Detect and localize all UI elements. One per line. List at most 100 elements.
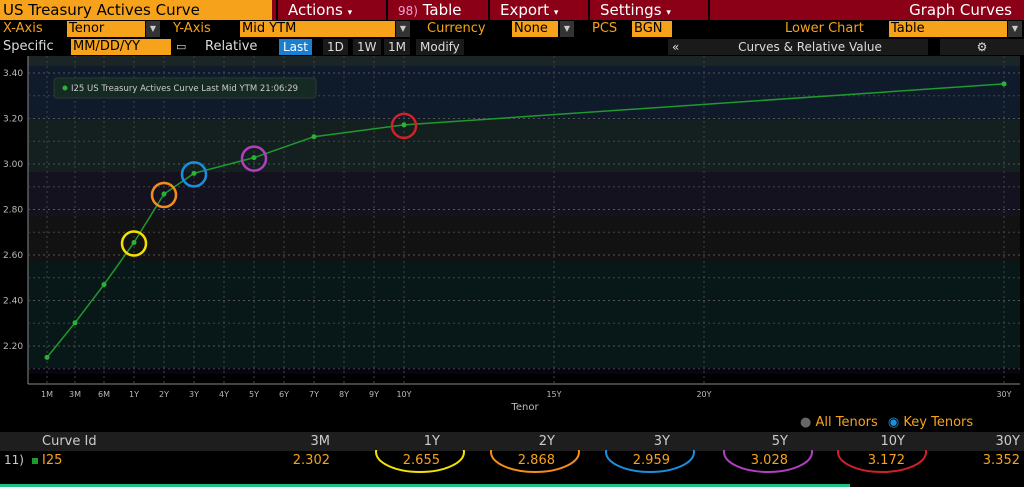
y-tick-label: 2.20: [3, 342, 23, 352]
chevron-down-icon[interactable]: ▼: [146, 21, 160, 37]
highlight-circle: [240, 145, 268, 172]
table-annotations: [0, 450, 927, 487]
export-menu[interactable]: Export ▾: [488, 0, 588, 20]
currency-label: Currency: [427, 21, 486, 36]
scrollbar[interactable]: [0, 484, 850, 487]
relative-1d-button[interactable]: 1D: [323, 39, 348, 55]
x-axis-title: Tenor: [510, 402, 539, 413]
y-tick-label: 2.40: [3, 297, 23, 307]
date-input[interactable]: MM/DD/YY: [71, 39, 171, 55]
yield-curve-chart: 3.40 3.20 3.00 2.80 2.60 2.40 2.20 1M 3M 6M 1Y 2Y 3Y…: [3, 56, 1020, 413]
x-tick-label: 30Y: [996, 390, 1011, 399]
legend-label: I25 US Treasury Actives Curve Last Mid Y…: [71, 84, 298, 94]
x-tick-label: 6Y: [279, 390, 289, 399]
curve-id: I25: [42, 453, 63, 468]
chevron-down-icon[interactable]: ▼: [396, 21, 410, 37]
highlight-2y: [490, 450, 580, 473]
relative-1m-button[interactable]: 1M: [384, 39, 410, 55]
col-5y: 5Y: [771, 434, 788, 449]
value-10y: 3.172: [867, 453, 905, 468]
table-row[interactable]: 11) I25 2.302 2.655 2.868 2.959 3.028 3.…: [0, 451, 1024, 471]
highlight-10y: [837, 450, 927, 473]
table-prefix: 98): [398, 4, 418, 18]
yaxis-label: Y-Axis: [173, 21, 211, 36]
table-label: Table: [422, 1, 462, 19]
xaxis-select[interactable]: Tenor: [67, 21, 145, 37]
collapse-button[interactable]: «: [668, 39, 692, 55]
value-1y: 2.655: [402, 453, 440, 468]
data-point: [131, 239, 137, 245]
tenor-toggle[interactable]: ● All Tenors ◉ Key Tenors: [800, 415, 973, 430]
highlight-5y: [723, 450, 813, 473]
x-tick-label: 8Y: [339, 390, 349, 399]
value-30y: 3.352: [982, 453, 1020, 468]
series-color-swatch: [32, 458, 38, 464]
chevron-down-icon: ▾: [666, 8, 671, 18]
key-tenors-option[interactable]: Key Tenors: [903, 415, 974, 430]
y-tick-label: 3.40: [3, 69, 23, 79]
chevron-down-icon: ▾: [347, 8, 353, 18]
x-tick-label: 10Y: [396, 390, 411, 399]
all-tenors-option[interactable]: All Tenors: [815, 415, 878, 430]
x-tick-label: 20Y: [696, 390, 711, 399]
highlight-1y: [375, 450, 465, 473]
x-tick-label: 15Y: [546, 390, 561, 399]
x-tick-label: 5Y: [249, 390, 259, 399]
col-2y: 2Y: [538, 434, 555, 449]
col-30y: 30Y: [995, 434, 1020, 449]
currency-select[interactable]: None: [512, 21, 558, 37]
background-band: [28, 262, 1020, 368]
chevron-down-icon[interactable]: ▼: [560, 21, 574, 37]
background-band: [28, 172, 1020, 216]
data-point: [311, 134, 317, 140]
data-point: [401, 122, 407, 128]
value-3m: 2.302: [292, 453, 330, 468]
actions-label: Actions: [288, 1, 343, 19]
y-tick-label: 2.80: [3, 206, 23, 216]
x-tick-label: 3M: [69, 390, 81, 399]
x-tick-label: 6M: [98, 390, 110, 399]
gear-icon[interactable]: ⚙: [940, 39, 1024, 55]
lower-chart-select[interactable]: Table: [889, 21, 1007, 37]
all-tenors-radio-icon[interactable]: ●: [800, 415, 812, 430]
col-3m: 3M: [310, 434, 331, 449]
relative-1w-button[interactable]: 1W: [353, 39, 381, 55]
data-point: [1001, 81, 1007, 87]
row-number: 11): [4, 453, 24, 467]
y-tick-label: 3.00: [3, 160, 23, 170]
x-tick-label: 3Y: [189, 390, 199, 399]
background-band: [28, 368, 1020, 374]
yaxis-select[interactable]: Mid YTM: [240, 21, 395, 37]
xaxis-label: X-Axis: [3, 21, 43, 36]
specific-label: Specific: [3, 39, 54, 54]
pcs-field[interactable]: BGN: [632, 21, 672, 37]
col-3y: 3Y: [653, 434, 670, 449]
table-header: [0, 432, 1024, 451]
key-tenors-radio-icon[interactable]: ◉: [887, 415, 900, 430]
value-3y: 2.959: [632, 453, 670, 468]
highlight-circle: [180, 161, 208, 188]
y-tick-label: 2.60: [3, 251, 23, 261]
panel-title: Curves & Relative Value: [692, 39, 928, 55]
relative-last-button[interactable]: Last: [279, 39, 312, 55]
col-curve-id: Curve Id: [42, 434, 97, 449]
modify-button[interactable]: Modify: [416, 39, 464, 55]
col-10y: 10Y: [880, 434, 905, 449]
y-tick-label: 3.20: [3, 115, 23, 125]
value-2y: 2.868: [517, 453, 555, 468]
calendar-icon[interactable]: ▭: [176, 40, 187, 53]
data-point: [161, 191, 167, 197]
data-point: [191, 170, 197, 176]
lower-chart-label: Lower Chart: [785, 21, 864, 36]
highlight-circle: [390, 112, 418, 140]
settings-menu[interactable]: Settings ▾: [588, 0, 708, 20]
chevron-down-icon: ▾: [553, 8, 559, 18]
highlight-circle: [120, 230, 148, 257]
actions-menu[interactable]: Actions ▾: [276, 0, 386, 20]
table-menu[interactable]: 98) Table: [386, 0, 486, 20]
chevron-down-icon[interactable]: ▼: [1008, 21, 1022, 37]
x-tick-label: 4Y: [219, 390, 229, 399]
x-tick-label: 2Y: [159, 390, 169, 399]
legend-swatch: [62, 85, 68, 91]
data-point: [44, 354, 50, 360]
